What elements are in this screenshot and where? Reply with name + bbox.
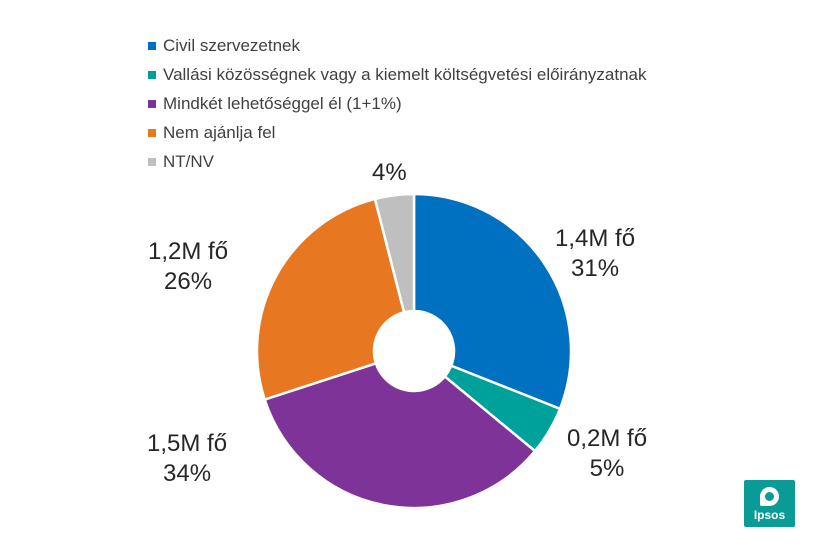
data-label-count: 1,5M fő [147, 430, 228, 457]
data-label-civil: 1,4M fő 31% [555, 224, 635, 284]
legend-label: NT/NV [163, 151, 214, 171]
data-label-mindket: 1,5M fő 34% [147, 429, 227, 489]
legend-swatch [148, 157, 156, 166]
legend-item-nem-ajanlja: Nem ajánlja fel [148, 118, 647, 147]
legend-swatch [148, 128, 156, 137]
data-label-count: 1,2M fő [148, 238, 229, 265]
data-label-ntnv: 4% [372, 158, 407, 188]
legend-swatch [148, 99, 156, 108]
legend-label: Vallási közösségnek vagy a kiemelt költs… [163, 64, 647, 84]
legend-swatch [148, 41, 156, 50]
data-label-percent: 26% [164, 268, 213, 295]
data-label-vallasi: 0,2M fő 5% [567, 424, 647, 484]
slice-mindket [263, 361, 537, 510]
slice-civil [412, 192, 573, 411]
ipsos-logo-icon [760, 487, 779, 506]
slice-ntnv [373, 192, 416, 314]
slice-nem-ajanlja [255, 197, 406, 402]
ipsos-logo-text: Ipsos [753, 508, 786, 522]
data-label-nem-ajanlja: 1,2M fő 26% [148, 237, 228, 297]
data-label-percent: 5% [589, 455, 625, 482]
data-label-percent: 31% [571, 255, 620, 282]
data-label-count: 1,4M fő [555, 225, 636, 252]
legend-item-civil: Civil szervezetnek [148, 31, 647, 60]
legend-item-mindket: Mindkét lehetőséggel él (1+1%) [148, 89, 647, 118]
legend-item-vallasi: Vallási közösségnek vagy a kiemelt költs… [148, 60, 647, 89]
legend-label: Civil szervezetnek [163, 35, 300, 55]
legend-item-ntnv: NT/NV [148, 147, 647, 176]
ipsos-logo: Ipsos [744, 480, 795, 527]
chart-legend: Civil szervezetnek Vallási közösségnek v… [148, 31, 647, 176]
legend-swatch [148, 70, 156, 79]
legend-label: Nem ajánlja fel [163, 122, 276, 142]
data-label-count: 0,2M fő [567, 425, 648, 452]
data-label-percent: 34% [163, 460, 212, 487]
data-label-percent: 4% [372, 159, 407, 186]
legend-label: Mindkét lehetőséggel él (1+1%) [163, 93, 402, 113]
